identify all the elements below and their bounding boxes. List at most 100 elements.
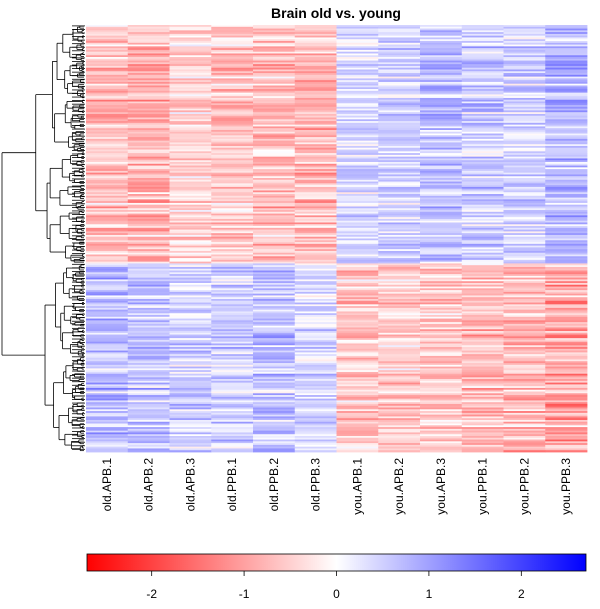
- heatmap-cell: [545, 96, 588, 99]
- heatmap-cell: [127, 377, 170, 380]
- heatmap-cell: [253, 138, 296, 142]
- heatmap-cell: [169, 30, 212, 33]
- heatmap-cell: [253, 172, 296, 175]
- heatmap-cell: [545, 259, 588, 263]
- heatmap-cell: [294, 51, 337, 54]
- heatmap-cell: [420, 154, 463, 158]
- color-key-ticks: -2 -1 0 1 2: [146, 571, 525, 601]
- heatmap-cell: [545, 361, 588, 364]
- heatmap-cell: [294, 382, 337, 385]
- heatmap-cell: [211, 398, 254, 401]
- heatmap-cell: [211, 375, 254, 378]
- heatmap-cell: [336, 154, 379, 158]
- heatmap-cell: [461, 121, 504, 124]
- heatmap-cell: [86, 371, 129, 375]
- heatmap-cell: [211, 347, 254, 350]
- heatmap-cell: [378, 124, 421, 127]
- heatmap-cell: [211, 218, 254, 222]
- heatmap-cell: [169, 174, 212, 177]
- heatmap-cell: [420, 220, 463, 223]
- heatmap-cell: [420, 382, 463, 385]
- heatmap-cell: [336, 142, 379, 145]
- heatmap-cell: [211, 245, 254, 248]
- heatmap-cell: [545, 44, 588, 47]
- heatmap-cell: [503, 418, 546, 421]
- heatmap-cell: [253, 233, 296, 236]
- heatmap-cell: [378, 268, 421, 271]
- heatmap-cell: [86, 352, 129, 355]
- heatmap-cell: [211, 185, 254, 188]
- heatmap-cell: [86, 263, 129, 266]
- heatmap-cell: [461, 306, 504, 309]
- heatmap-cell: [420, 407, 463, 410]
- heatmap-cell: [545, 106, 588, 110]
- heatmap-cell: [461, 53, 504, 56]
- heatmap-cell: [253, 190, 296, 193]
- heatmap-cell: [336, 434, 379, 437]
- heatmap-cell: [503, 359, 546, 362]
- heatmap-cell: [294, 192, 337, 195]
- heatmap-cell: [169, 74, 212, 77]
- heatmap-cell: [503, 119, 546, 122]
- heatmap-cell: [127, 263, 170, 266]
- heatmap-cell: [169, 393, 212, 396]
- heatmap-cell: [211, 357, 254, 360]
- heatmap-cell: [503, 441, 546, 444]
- heatmap-cell: [420, 402, 463, 405]
- heatmap-cell: [211, 354, 254, 357]
- heatmap-cell: [86, 295, 129, 298]
- heatmap-cell: [545, 195, 588, 198]
- heatmap-cell: [461, 423, 504, 426]
- heatmap-cell: [294, 131, 337, 134]
- heatmap-cell: [503, 153, 546, 156]
- heatmap-cell: [294, 258, 337, 261]
- heatmap-cell: [169, 240, 212, 243]
- heatmap-cell: [294, 121, 337, 124]
- heatmap-cell: [253, 176, 296, 179]
- heatmap-cell: [294, 249, 337, 252]
- heatmap-cell: [378, 231, 421, 234]
- heatmap-cell: [503, 197, 546, 200]
- heatmap-cell: [211, 181, 254, 184]
- heatmap-cell: [211, 238, 254, 241]
- heatmap-cell: [294, 112, 337, 115]
- heatmap-cell: [211, 201, 254, 204]
- heatmap-cell: [545, 28, 588, 31]
- heatmap-cell: [127, 57, 170, 60]
- heatmap-cell: [461, 113, 504, 117]
- heatmap-cell: [420, 48, 463, 51]
- heatmap-cell: [294, 297, 337, 300]
- heatmap-cell: [211, 76, 254, 79]
- heatmap-cell: [461, 122, 504, 126]
- heatmap-cell: [420, 343, 463, 346]
- heatmap-cell: [461, 323, 504, 327]
- heatmap-cell: [253, 49, 296, 53]
- heatmap-cell: [378, 323, 421, 327]
- heatmap-cell: [503, 217, 546, 220]
- heatmap-cell: [336, 183, 379, 186]
- heatmap-cell: [378, 190, 421, 193]
- heatmap-cell: [169, 215, 212, 218]
- heatmap-cell: [211, 322, 254, 325]
- heatmap-cell: [211, 382, 254, 385]
- heatmap-cell: [169, 343, 212, 346]
- heatmap-cell: [420, 258, 463, 261]
- heatmap-cell: [420, 339, 463, 343]
- heatmap-cell: [169, 304, 212, 307]
- heatmap-cell: [420, 149, 463, 152]
- heatmap-cell: [211, 261, 254, 264]
- heatmap-cell: [503, 65, 546, 69]
- heatmap-cell: [253, 242, 296, 245]
- heatmap-cell: [86, 268, 129, 271]
- heatmap-cell: [294, 170, 337, 174]
- heatmap-cell: [169, 263, 212, 266]
- heatmap-cell: [503, 295, 546, 298]
- heatmap-cell: [294, 316, 337, 319]
- heatmap-cell: [503, 85, 546, 88]
- heatmap-cell: [86, 185, 129, 188]
- heatmap-cell: [169, 391, 212, 394]
- heatmap-cell: [545, 254, 588, 257]
- heatmap-cell: [86, 242, 129, 245]
- heatmap-cell: [545, 309, 588, 312]
- heatmap-cell: [503, 382, 546, 385]
